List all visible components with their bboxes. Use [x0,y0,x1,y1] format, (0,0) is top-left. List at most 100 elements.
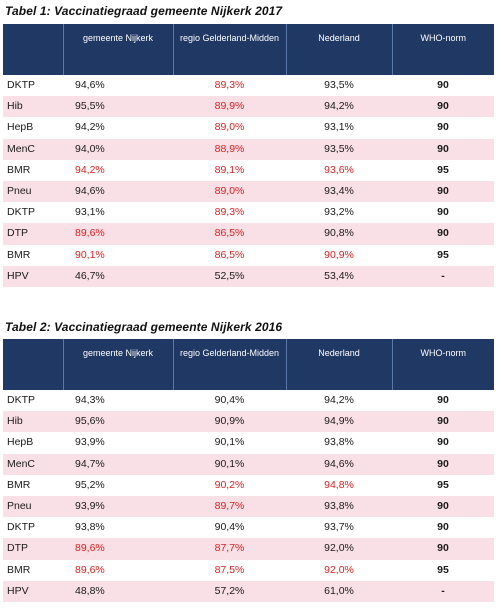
who-norm-cell: 90 [392,538,494,560]
who-norm-cell: 95 [437,248,449,261]
table-row: BMR 95,2% 90,2% 94,8% 95 [3,475,494,496]
column-header: regio Gelderland-Midden [172,24,286,75]
vaccine-name-cell: HepB [7,121,34,134]
nijkerk-cell: 89,6% [63,538,173,560]
vaccine-name-cell: BMR [7,563,31,576]
nederland-cell: 93,4% [286,180,392,203]
regio-cell: 86,5% [173,223,286,245]
table-row: DKTP 94,3% 90,4% 94,2% 90 [3,390,494,411]
nederland-cell: 94,2% [324,394,354,407]
who-norm-cell: 90 [392,96,494,118]
table-row: MenC 94,7% 90,1% 94,6% 90 [3,453,494,475]
regio-cell: 57,2% [173,580,286,602]
table-row: Hib 95,5% 89,9% 94,2% 90 [3,96,494,118]
who-norm-cell: 95 [437,563,449,576]
nijkerk-cell: 89,6% [75,563,105,576]
nijkerk-cell: 94,3% [75,394,105,407]
who-norm-cell: 90 [392,453,494,475]
vaccine-name-cell: Hib [3,96,63,118]
vaccine-name-cell: HPV [3,265,63,287]
nederland-cell: 93,2% [324,206,354,219]
who-norm-cell: 90 [437,206,449,219]
table-row: BMR 94,2% 89,1% 93,6% 95 [3,160,494,181]
nederland-cell: 93,5% [324,79,354,92]
column-header: regio Gelderland-Midden [172,339,286,390]
header-row: gemeente Nijkerk regio Gelderland-Midden N… [3,339,494,390]
column-header: WHO-norm [391,24,494,75]
column-header: gemeente Nijkerk [62,24,173,75]
column-header [3,24,63,75]
vaccine-name-cell: HPV [3,580,63,602]
who-norm-cell: 90 [437,521,449,534]
table-row: HepB 94,2% 89,0% 93,1% 90 [3,117,494,138]
nederland-cell: 61,0% [286,580,392,602]
column-header: Nederland [285,339,392,390]
who-norm-cell: 90 [437,394,449,407]
table-row: Hib 95,6% 90,9% 94,9% 90 [3,411,494,433]
nederland-cell: 90,9% [324,248,354,261]
vaccine-name-cell: DKTP [7,394,36,407]
vaccine-name-cell: DTP [3,223,63,245]
vaccine-name-cell: BMR [7,478,31,491]
header-row: gemeente Nijkerk regio Gelderland-Midden N… [3,24,494,75]
who-norm-cell: 90 [437,121,449,134]
nijkerk-cell: 95,2% [75,478,105,491]
who-norm-cell: 90 [392,180,494,203]
table-row: BMR 89,6% 87,5% 92,0% 95 [3,560,494,581]
table-row: DKTP 93,8% 90,4% 93,7% 90 [3,517,494,538]
who-norm-cell: 95 [437,478,449,491]
nijkerk-cell: 48,8% [63,580,173,602]
who-norm-cell: 90 [392,411,494,433]
regio-cell: 87,7% [173,538,286,560]
who-norm-cell: 90 [437,79,449,92]
who-norm-cell: 90 [392,223,494,245]
table-row: HPV 46,7% 52,5% 53,4% - [3,265,494,287]
nederland-cell: 93,7% [324,521,354,534]
nederland-cell: 94,2% [286,96,392,118]
vaccine-name-cell: HepB [7,436,34,449]
who-norm-cell: 90 [392,495,494,518]
table-row: DTP 89,6% 86,5% 90,8% 90 [3,223,494,245]
column-header: Nederland [285,24,392,75]
column-header: WHO-norm [391,339,494,390]
table-row: DKTP 93,1% 89,3% 93,2% 90 [3,202,494,223]
who-norm-cell: - [392,265,494,287]
regio-cell: 89,3% [214,79,245,92]
regio-cell: 90,9% [173,411,286,433]
regio-cell: 52,5% [173,265,286,287]
vaccine-name-cell: DKTP [7,206,36,219]
vaccine-name-cell: Pneu [3,180,63,203]
nijkerk-cell: 89,6% [63,223,173,245]
regio-cell: 89,0% [214,121,245,134]
nijkerk-cell: 94,0% [63,138,173,160]
table2-caption: Tabel 2: Vaccinatiegraad gemeente Nijker… [5,320,283,334]
vaccine-name-cell: Hib [3,411,63,433]
regio-cell: 90,2% [214,478,245,491]
nederland-cell: 93,1% [324,121,354,134]
nijkerk-cell: 94,7% [63,453,173,475]
regio-cell: 90,1% [173,453,286,475]
vaccine-name-cell: MenC [3,138,63,160]
vaccine-name-cell: MenC [3,453,63,475]
nederland-cell: 53,4% [286,265,392,287]
who-norm-cell: - [392,580,494,602]
vaccination-table-2017: gemeente Nijkerk regio Gelderland-Midden N… [3,24,494,287]
regio-cell: 89,7% [173,495,286,518]
column-header [3,339,63,390]
table-row: MenC 94,0% 88,9% 93,5% 90 [3,138,494,160]
nijkerk-cell: 93,9% [75,436,105,449]
nijkerk-cell: 93,8% [75,521,105,534]
nederland-cell: 94,8% [324,478,354,491]
vaccine-name-cell: BMR [7,248,31,261]
who-norm-cell: 90 [392,138,494,160]
regio-cell: 90,1% [214,436,245,449]
nederland-cell: 93,5% [286,138,392,160]
nijkerk-cell: 46,7% [63,265,173,287]
nijkerk-cell: 95,6% [63,411,173,433]
nederland-cell: 93,8% [324,436,354,449]
nijkerk-cell: 94,6% [75,79,105,92]
who-norm-cell: 90 [437,436,449,449]
regio-cell: 89,9% [173,96,286,118]
regio-cell: 86,5% [214,248,245,261]
table-row: HepB 93,9% 90,1% 93,8% 90 [3,432,494,453]
